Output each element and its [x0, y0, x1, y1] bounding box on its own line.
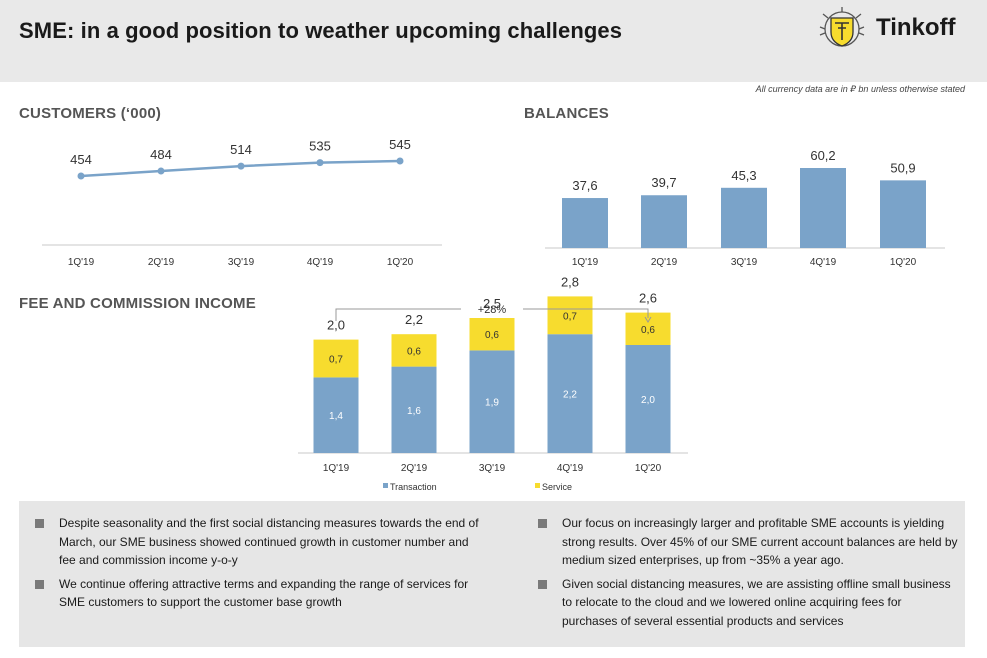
service-label: 0,6	[641, 325, 655, 336]
growth-annotation: +28%	[478, 304, 507, 316]
bullet-item: Despite seasonality and the first social…	[35, 514, 485, 570]
tick-label: 3Q'19	[479, 463, 506, 474]
transaction-label: 1,9	[485, 398, 499, 409]
bullet-text: Given social distancing measures, we are…	[562, 576, 951, 628]
total-label: 2,0	[327, 318, 345, 333]
data-label: 545	[389, 137, 411, 152]
bullet-square-icon	[35, 579, 44, 589]
service-label: 0,6	[407, 346, 421, 357]
balances-title: BALANCES	[524, 105, 609, 122]
tick-label: 2Q'19	[148, 257, 175, 268]
currency-note: All currency data are in ₽ bn unless oth…	[755, 84, 965, 94]
data-label: 454	[70, 152, 92, 167]
growth-bracket-right	[523, 308, 649, 318]
service-bar	[391, 334, 437, 367]
data-point	[77, 172, 85, 180]
legend-label-transaction: Transaction	[390, 482, 437, 492]
total-label: 2,2	[405, 312, 423, 327]
data-label: 484	[150, 147, 172, 162]
bullet-text: Our focus on increasingly larger and pro…	[562, 516, 958, 567]
total-label: 2,5	[483, 296, 501, 311]
tick-label: 1Q'19	[68, 257, 95, 268]
bullet-square-icon	[35, 519, 44, 528]
service-bar	[625, 312, 671, 345]
transaction-label: 1,6	[407, 406, 421, 417]
data-label: 45,3	[731, 168, 756, 183]
data-label: 50,9	[890, 160, 915, 175]
tick-label: 1Q'20	[635, 463, 662, 474]
series-line	[80, 159, 401, 178]
data-point	[157, 167, 165, 175]
tick-label: 2Q'19	[401, 463, 428, 474]
bullet-text: We continue offering attractive terms an…	[59, 576, 469, 610]
data-label: 514	[230, 142, 252, 157]
bar	[721, 187, 767, 248]
tick-label: 4Q'19	[307, 257, 334, 268]
bar	[562, 198, 608, 248]
data-point	[316, 159, 324, 167]
service-bar	[469, 318, 515, 351]
bullet-item: Given social distancing measures, we are…	[538, 575, 958, 631]
tick-label: 1Q'20	[890, 257, 917, 268]
transaction-bar	[547, 334, 593, 453]
header-bar: SME: in a good position to weather upcom…	[0, 0, 987, 82]
fee-income-title: FEE AND COMMISSION INCOME	[19, 295, 256, 312]
bullets-left: Despite seasonality and the first social…	[35, 514, 485, 617]
transaction-bar	[625, 345, 671, 453]
legend-swatch-service	[535, 483, 540, 488]
bullet-text: Despite seasonality and the first social…	[59, 516, 479, 567]
tick-label: 3Q'19	[731, 257, 758, 268]
tick-label: 1Q'20	[387, 257, 414, 268]
transaction-bar	[469, 350, 515, 453]
tinkoff-emblem-icon	[819, 7, 865, 47]
tick-label: 2Q'19	[651, 257, 678, 268]
data-label: 39,7	[651, 175, 676, 190]
service-bar	[547, 296, 593, 335]
tinkoff-logo: Tinkoff	[818, 6, 983, 52]
data-label: 535	[309, 139, 331, 154]
growth-bracket-left	[335, 308, 461, 321]
customers-title: CUSTOMERS (‘000)	[19, 105, 162, 122]
page-title: SME: in a good position to weather upcom…	[19, 18, 623, 43]
tick-label: 3Q'19	[228, 257, 255, 268]
transaction-bar	[313, 377, 359, 453]
transaction-label: 2,2	[563, 390, 577, 401]
tick-label: 1Q'19	[323, 463, 350, 474]
legend-swatch-transaction	[383, 483, 388, 488]
legend-label-service: Service	[542, 482, 572, 492]
bullet-item: Our focus on increasingly larger and pro…	[538, 514, 958, 570]
summary-panel: Despite seasonality and the first social…	[19, 501, 965, 647]
logo-text: Tinkoff	[876, 14, 956, 41]
data-label: 37,6	[572, 178, 597, 193]
growth-arrow-icon	[644, 316, 652, 323]
bullet-square-icon	[538, 519, 547, 528]
bullet-square-icon	[538, 579, 547, 589]
tick-label: 4Q'19	[810, 257, 837, 268]
total-label: 2,8	[561, 274, 579, 289]
bar	[641, 195, 687, 248]
tick-label: 1Q'19	[572, 257, 599, 268]
data-point	[237, 162, 245, 170]
service-label: 0,7	[563, 311, 577, 322]
bar	[880, 180, 926, 248]
transaction-label: 1,4	[329, 411, 343, 422]
total-label: 2,6	[639, 291, 657, 306]
data-label: 60,2	[810, 148, 835, 163]
transaction-label: 2,0	[641, 395, 655, 406]
bullet-item: We continue offering attractive terms an…	[35, 575, 485, 612]
service-label: 0,7	[329, 355, 343, 366]
transaction-bar	[391, 366, 437, 453]
bar	[800, 168, 846, 248]
tick-label: 4Q'19	[557, 463, 584, 474]
data-point	[396, 157, 404, 165]
service-label: 0,6	[485, 330, 499, 341]
service-bar	[313, 339, 359, 378]
bullets-right: Our focus on increasingly larger and pro…	[538, 514, 958, 635]
